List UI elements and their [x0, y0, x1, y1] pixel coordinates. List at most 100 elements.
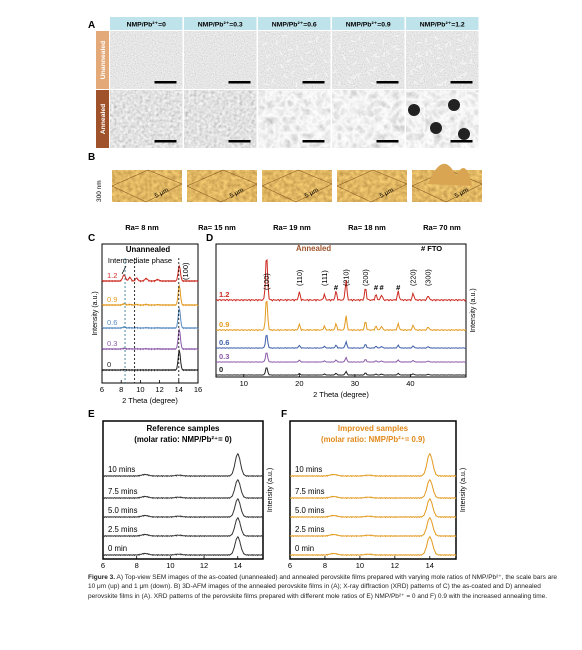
roughness-label: Ra= 70 nm	[423, 223, 461, 232]
x-tick-label: 10	[136, 385, 144, 394]
xrd-trace	[102, 453, 264, 478]
x-tick-label: 14	[175, 385, 183, 394]
needle-crystal	[417, 54, 423, 57]
series-label: 0	[107, 360, 111, 369]
figure-3: A NMP/Pb²⁺=0 NMP/Pb²⁺=0.3 NMP/Pb²⁺=0.6 NMP/…	[88, 17, 483, 570]
series-label: 0	[219, 365, 223, 374]
peak-label: (111)	[320, 270, 329, 286]
sem-unannealed	[406, 31, 479, 89]
x-tick-label: 30	[351, 379, 359, 388]
annotation-arrow	[121, 265, 127, 275]
needle-crystal	[368, 41, 375, 44]
needle-crystal	[288, 49, 293, 51]
xrd-chart-annealed: 10 20 30 40 2 Theta (degree) Intensity (a.u.)…	[215, 243, 477, 399]
needle-crystal	[275, 39, 278, 46]
series-label: 0 min	[295, 544, 314, 553]
column-header-bg	[110, 17, 183, 30]
plot-frame	[289, 420, 457, 560]
needle-crystal	[448, 41, 452, 47]
series-label: 0.9	[219, 320, 229, 329]
needle-crystal	[347, 79, 352, 84]
peak-label: (300)	[424, 269, 433, 286]
column-header-bg	[332, 17, 405, 30]
row-label-annealed: Annealed	[100, 104, 107, 135]
needle-crystal	[315, 36, 318, 42]
fto-marker: #	[379, 283, 384, 292]
afm-surface	[112, 170, 182, 202]
x-tick-label: 40	[406, 379, 414, 388]
sem-image-grid: NMP/Pb²⁺=0 NMP/Pb²⁺=0.3 NMP/Pb²⁺=0.6 NMP/Pb…	[96, 17, 479, 148]
scale-bar	[302, 140, 325, 143]
xrd-trace	[101, 283, 199, 307]
column-header: NMP/Pb²⁺=1.2	[420, 22, 465, 29]
x-tick-label: 6	[101, 561, 105, 570]
needle-crystal	[366, 57, 371, 63]
needle-crystal	[338, 43, 341, 49]
needle-crystal	[349, 77, 355, 80]
needle-crystal	[382, 38, 385, 45]
x-tick-label: 8	[135, 561, 139, 570]
x-tick-label: 6	[100, 385, 104, 394]
needle-crystal	[342, 55, 346, 61]
needle-crystal	[455, 48, 461, 51]
peak-label: (220)	[409, 269, 418, 286]
needle-crystal	[440, 80, 445, 86]
panel-letter-c: C	[88, 233, 95, 244]
xrd-trace	[215, 300, 467, 332]
needle-crystal	[265, 54, 270, 59]
x-tick-label: 14	[234, 561, 242, 570]
pinhole	[458, 128, 470, 140]
x-tick-label: 20	[295, 379, 303, 388]
peak-label: (200)	[361, 269, 370, 286]
xrd-trace	[289, 536, 457, 557]
series-label: 7.5 mins	[295, 487, 325, 496]
x-tick-label: 10	[166, 561, 174, 570]
x-tick-label: 12	[391, 561, 399, 570]
needle-crystal	[358, 35, 362, 41]
roughness-label: Ra= 15 nm	[198, 223, 236, 232]
x-tick-label: 14	[426, 561, 434, 570]
peak-label: (210)	[342, 269, 351, 286]
plot-frame	[215, 243, 467, 378]
y-axis-label: Intensity (a.u.)	[92, 291, 99, 335]
needle-crystal	[279, 51, 284, 56]
chart-title: Improved samples	[338, 424, 409, 433]
needle-crystal	[375, 56, 380, 58]
needle-crystal	[433, 72, 438, 78]
afm-outline	[186, 169, 258, 203]
roughness-label: Ra= 8 nm	[125, 223, 159, 232]
roughness-label: Ra= 18 nm	[348, 223, 386, 232]
chart-title: Annealed	[296, 244, 331, 253]
scale-bar	[228, 140, 251, 143]
scale-bar	[154, 81, 177, 84]
needle-crystal	[353, 73, 359, 79]
needle-crystal	[324, 72, 329, 77]
needle-crystal	[434, 43, 440, 47]
needle-crystal	[362, 46, 365, 53]
afm-surface	[337, 170, 407, 202]
x-axis-label: 2 Theta (degree)	[122, 396, 178, 405]
needle-crystal	[392, 57, 399, 61]
column-header: NMP/Pb²⁺=0.9	[346, 22, 391, 29]
pinhole	[430, 122, 442, 134]
xrd-chart-unannealed: 6 8 10 12 14 16 2 Theta (degree) Intensity (a.u…	[92, 243, 202, 405]
xrd-trace	[101, 264, 199, 283]
afm-surface	[187, 170, 257, 202]
needle-crystal	[419, 63, 424, 69]
needle-crystal	[445, 42, 448, 48]
needle-crystal	[385, 49, 390, 55]
series-label: 0.9	[107, 295, 117, 304]
needle-crystal	[303, 67, 309, 71]
needle-crystal	[352, 61, 357, 66]
scale-bar	[450, 140, 473, 143]
needle-crystal	[437, 47, 443, 50]
column-header: NMP/Pb²⁺=0.6	[272, 22, 317, 29]
y-axis-label: Intensity (a.u.)	[470, 288, 477, 332]
xrd-chart-reference: 681012142 Theta (degree)Intensity (a.u.)…	[101, 420, 274, 570]
series-label: 10 mins	[295, 465, 322, 474]
series-label: 2.5 mins	[295, 525, 325, 534]
xrd-trace	[102, 498, 264, 519]
needle-crystal	[425, 37, 427, 43]
needle-crystal	[306, 78, 312, 80]
